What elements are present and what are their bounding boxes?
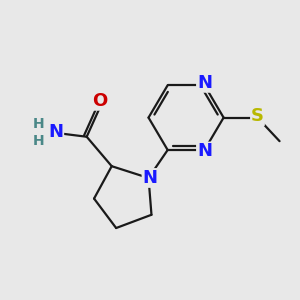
Text: N: N xyxy=(48,123,63,141)
Text: O: O xyxy=(92,92,108,110)
Text: N: N xyxy=(142,169,158,187)
Text: N: N xyxy=(197,142,212,160)
Text: S: S xyxy=(251,107,264,125)
Text: H: H xyxy=(33,134,45,148)
Text: H: H xyxy=(33,117,45,131)
Text: N: N xyxy=(197,74,212,92)
